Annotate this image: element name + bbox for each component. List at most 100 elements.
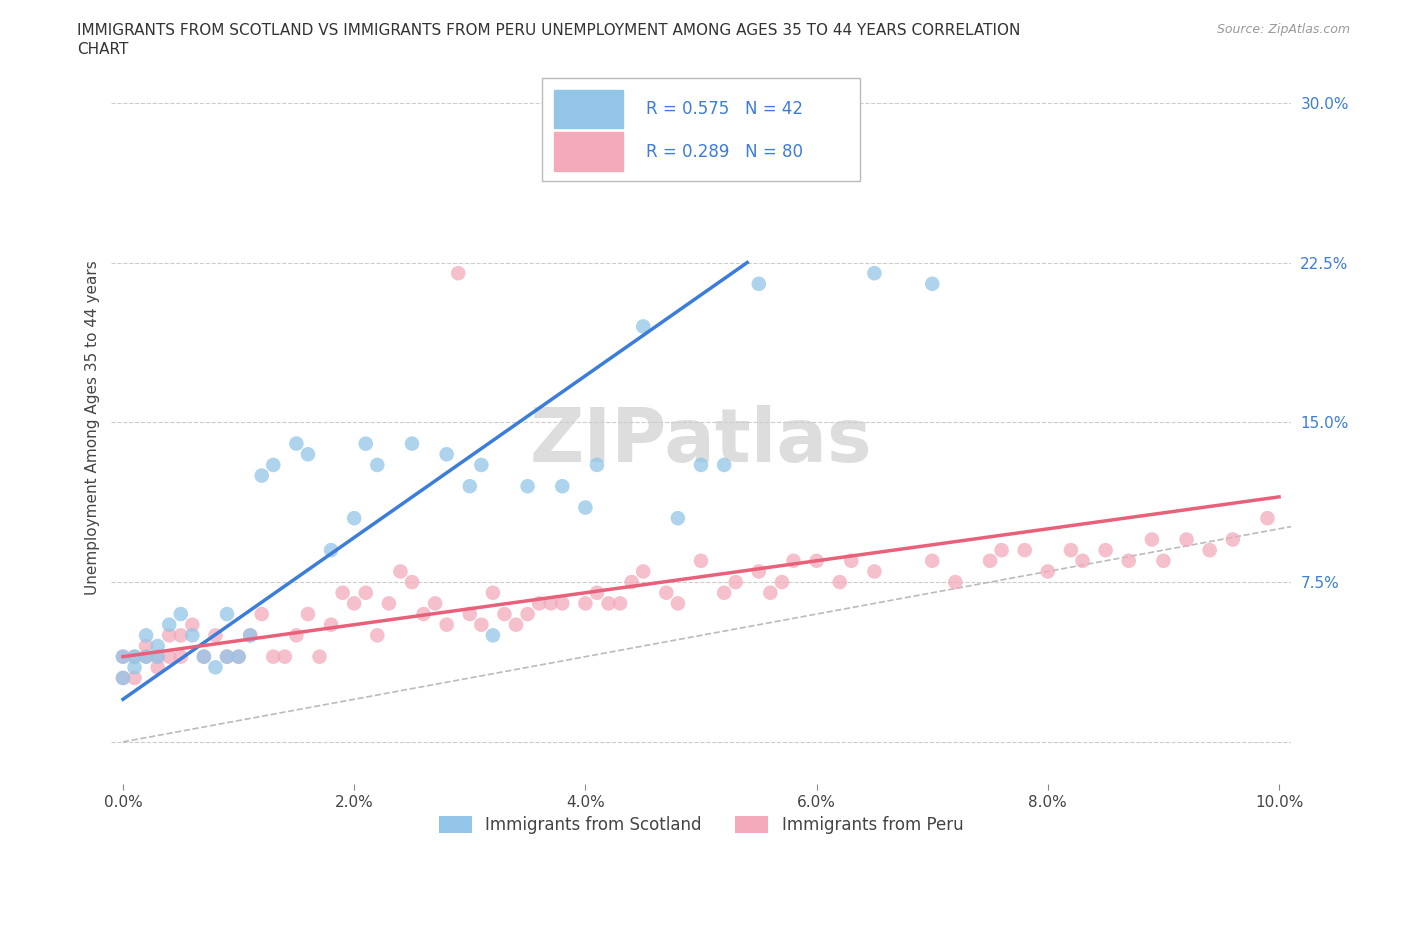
Point (770, 575, 793, 590)
Point (423, 596, 446, 611)
Text: CHART: CHART (77, 42, 129, 57)
Point (494, 606, 516, 621)
Text: IMMIGRANTS FROM SCOTLAND VS IMMIGRANTS FROM PERU UNEMPLOYMENT AMONG AGES 35 TO 4: IMMIGRANTS FROM SCOTLAND VS IMMIGRANTS F… (77, 23, 1021, 38)
Point (666, 511, 689, 525)
Point (828, 575, 851, 590)
Point (401, 575, 423, 590)
Point (631, 564, 654, 578)
Point (921, 553, 943, 568)
Point (204, 628, 226, 643)
Point (366, 458, 388, 472)
Point (620, 575, 643, 590)
Point (193, 649, 215, 664)
Legend: Immigrants from Scotland, Immigrants from Peru: Immigrants from Scotland, Immigrants fro… (432, 809, 970, 841)
Point (598, 596, 620, 611)
Point (516, 479, 538, 494)
Point (111, 649, 134, 664)
Point (655, 585, 678, 600)
Point (228, 649, 250, 664)
Point (748, 564, 770, 578)
Point (690, 458, 713, 472)
Point (181, 618, 204, 632)
Point (990, 543, 1012, 558)
Point (470, 458, 492, 472)
Point (170, 606, 193, 621)
Point (540, 596, 562, 611)
Point (1152, 553, 1174, 568)
Point (170, 649, 193, 664)
Point (482, 628, 505, 643)
Point (332, 585, 354, 600)
Point (262, 458, 284, 472)
Point (1094, 543, 1116, 558)
Point (1222, 532, 1244, 547)
Point (759, 585, 782, 600)
Point (157, 649, 180, 664)
Point (274, 649, 297, 664)
Point (609, 596, 631, 611)
Point (215, 649, 238, 664)
Point (157, 618, 180, 632)
Point (124, 671, 146, 685)
Point (1014, 543, 1036, 558)
Point (124, 660, 146, 675)
Point (297, 446, 319, 461)
Y-axis label: Unemployment Among Ages 35 to 44 years: Unemployment Among Ages 35 to 44 years (86, 260, 100, 595)
Point (806, 553, 828, 568)
Point (412, 606, 434, 621)
Point (943, 575, 966, 590)
Point (574, 596, 596, 611)
Point (631, 319, 654, 334)
Point (609, 149, 631, 164)
Point (262, 649, 284, 664)
Point (1198, 543, 1220, 558)
Point (146, 660, 169, 675)
Point (215, 606, 238, 621)
Point (378, 596, 401, 611)
Point (389, 564, 412, 578)
Point (135, 639, 157, 654)
Point (319, 618, 342, 632)
Point (308, 649, 330, 664)
Point (470, 618, 492, 632)
Point (146, 639, 169, 654)
Point (250, 606, 273, 621)
Point (586, 458, 609, 472)
Point (516, 606, 538, 621)
Point (839, 553, 862, 568)
Point (436, 446, 458, 461)
Point (285, 436, 308, 451)
Point (250, 468, 273, 483)
Point (713, 458, 735, 472)
Point (228, 649, 250, 664)
Text: Source: ZipAtlas.com: Source: ZipAtlas.com (1216, 23, 1350, 36)
Point (343, 596, 366, 611)
Point (505, 618, 527, 632)
Point (135, 628, 157, 643)
Point (1175, 532, 1198, 547)
Text: ZIPatlas: ZIPatlas (530, 405, 872, 478)
Point (1140, 532, 1163, 547)
Point (401, 436, 423, 451)
Point (690, 553, 713, 568)
Point (146, 649, 169, 664)
Point (863, 564, 886, 578)
Bar (554, 132, 623, 171)
Point (863, 266, 886, 281)
Bar (554, 89, 623, 128)
Text: R = 0.575   N = 42: R = 0.575 N = 42 (647, 100, 803, 118)
Text: R = 0.289   N = 80: R = 0.289 N = 80 (647, 142, 803, 161)
Point (135, 649, 157, 664)
Point (111, 649, 134, 664)
Point (586, 585, 609, 600)
Point (666, 596, 689, 611)
Point (319, 543, 342, 558)
Point (170, 628, 193, 643)
Point (748, 276, 770, 291)
Point (239, 628, 262, 643)
Point (1060, 543, 1083, 558)
Point (436, 618, 458, 632)
Point (297, 606, 319, 621)
Point (204, 660, 226, 675)
Point (124, 649, 146, 664)
